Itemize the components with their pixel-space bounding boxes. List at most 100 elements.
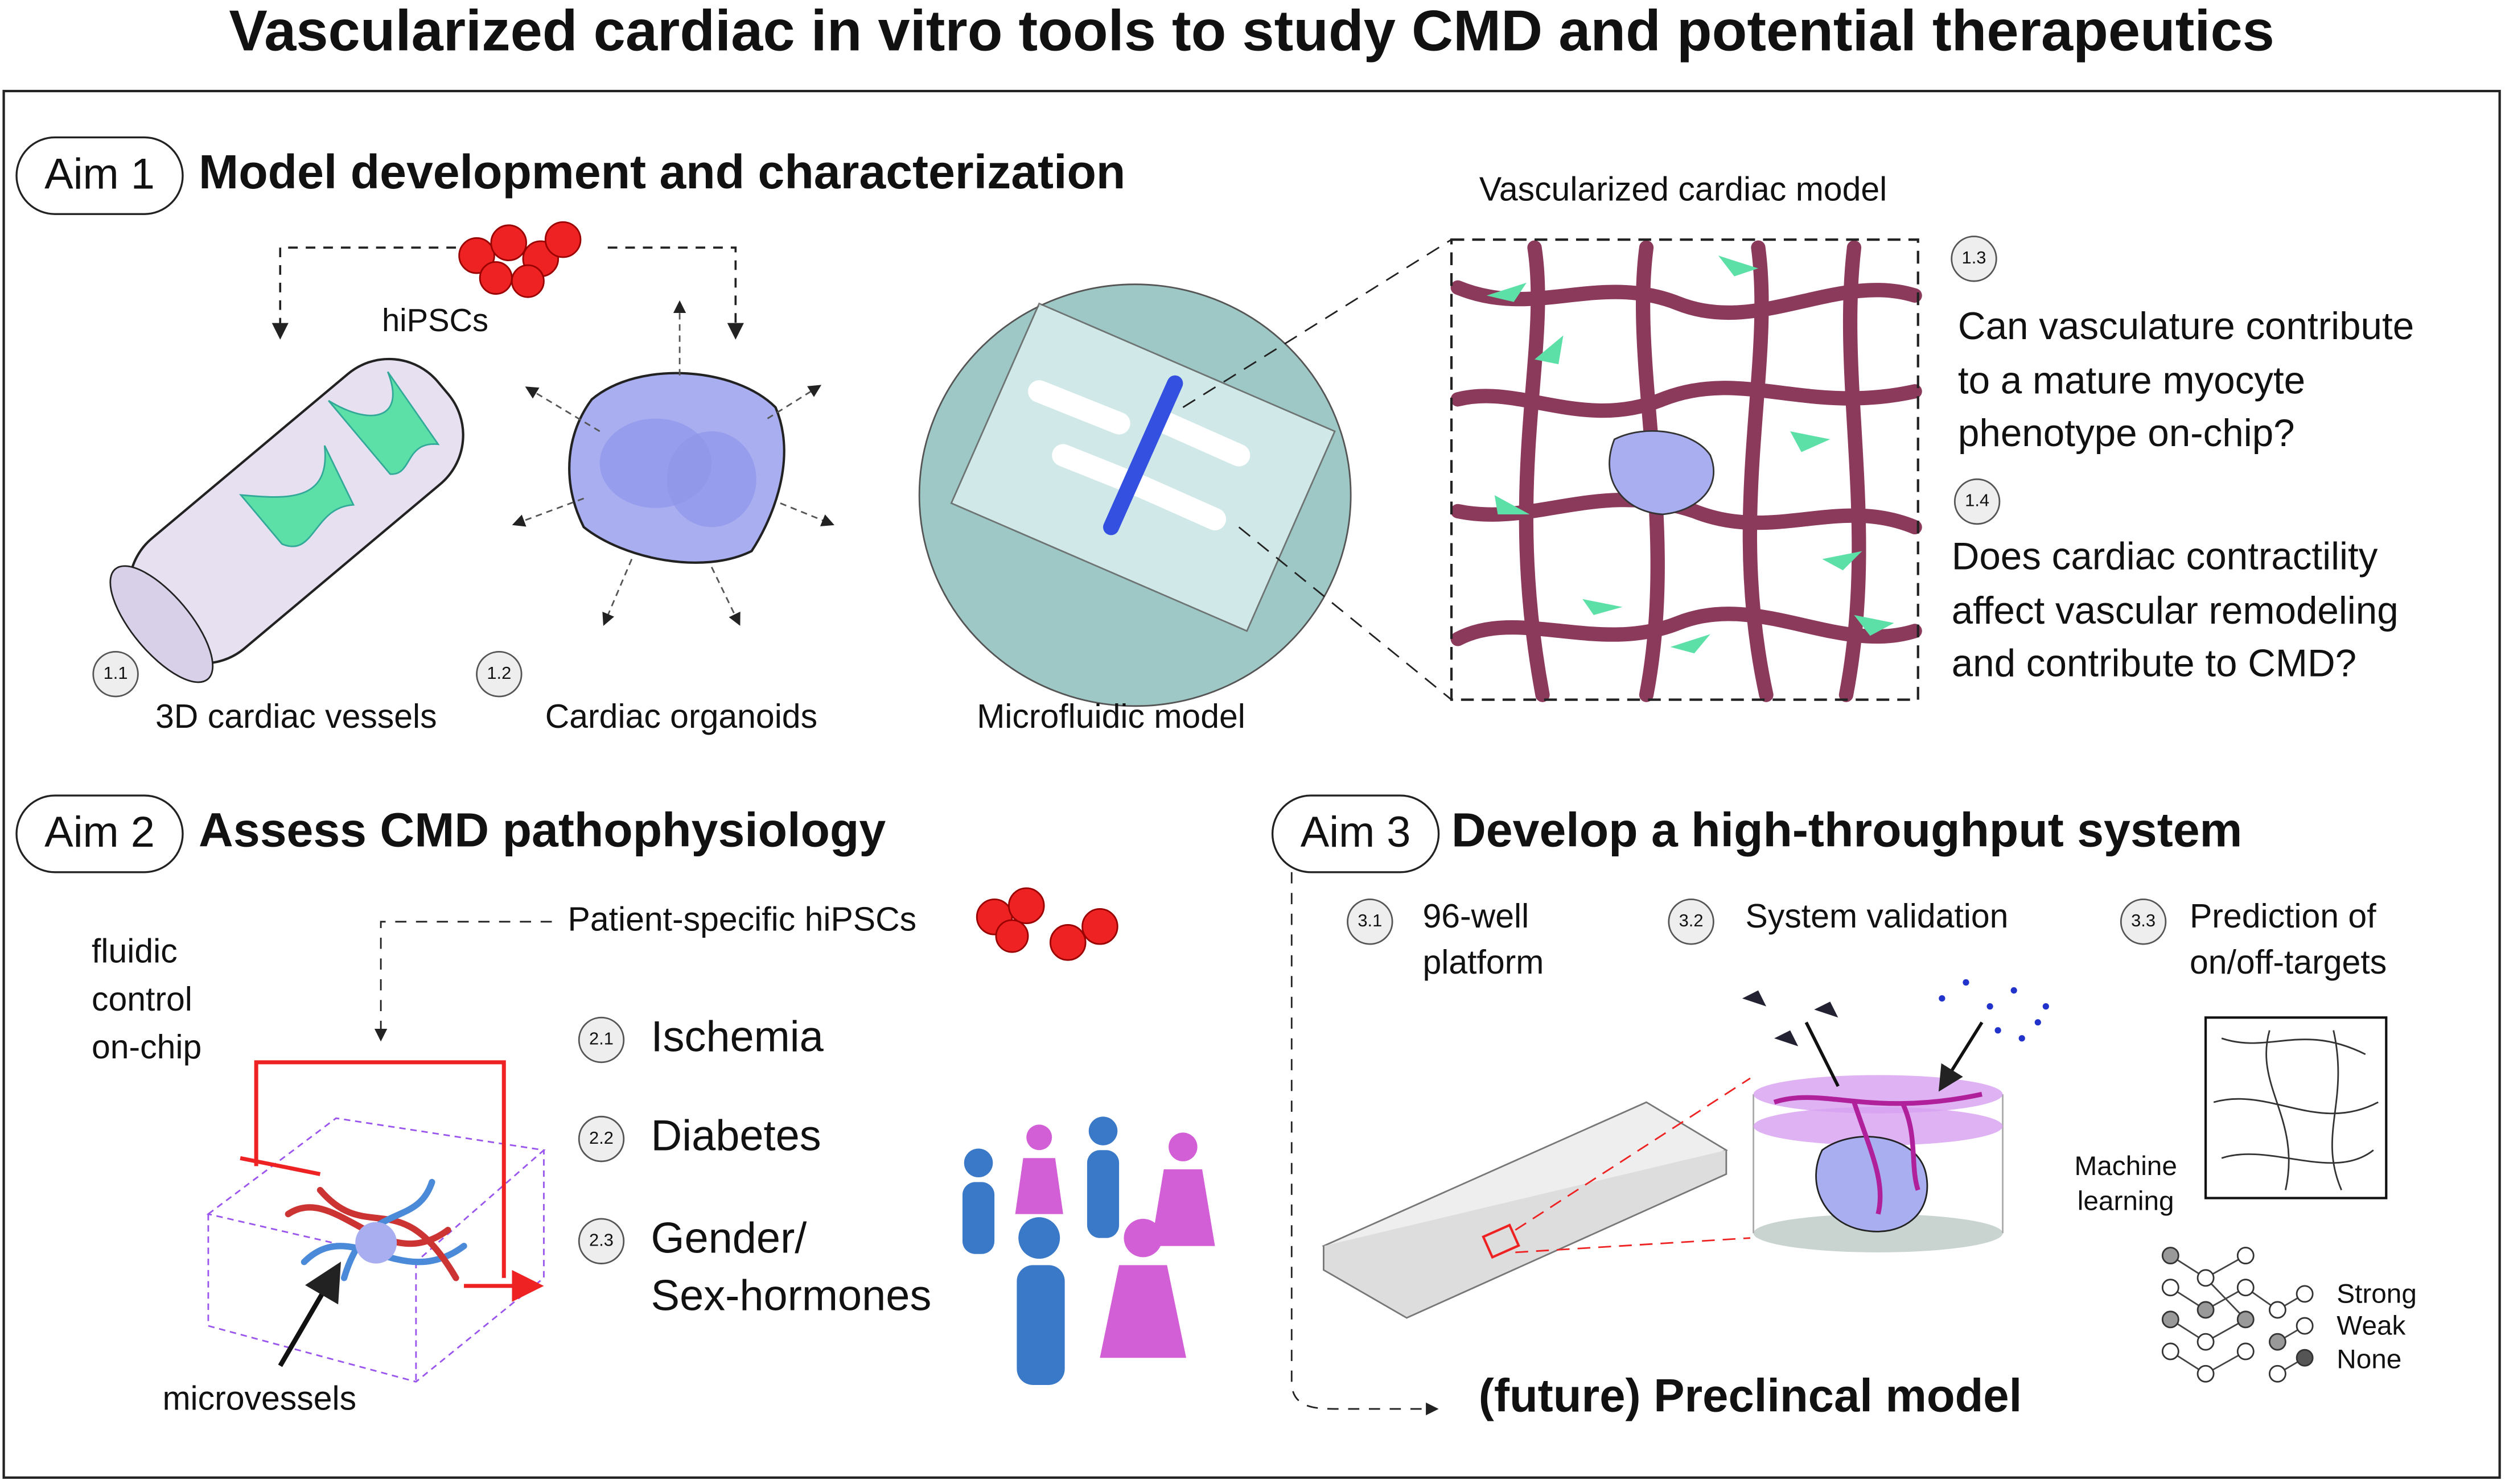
ml-icon-part-part (2161, 1279, 2179, 1297)
badge-label: 1.2 (487, 663, 511, 683)
people-icon-part-part (962, 1182, 995, 1254)
chip-icon-part (240, 1156, 536, 1286)
well-icon-part (1804, 1021, 1984, 1086)
question-line: affect vascular remodeling (1952, 590, 2399, 632)
question-line: Does cardiac contractility (1952, 535, 2378, 578)
ml-icon-part-part (2196, 1333, 2215, 1351)
well-icon-part-part (1742, 990, 1767, 1007)
ml-icon (2161, 1016, 2388, 1383)
vascular-network-part-part (1822, 551, 1862, 571)
cells-icon (976, 887, 1118, 961)
control-line: on-chip (92, 1029, 201, 1066)
legend-label: Weak (2337, 1310, 2405, 1341)
well-icon-part (1939, 979, 2049, 1042)
aim-pill-part (15, 136, 184, 215)
legend-label: None (2337, 1344, 2401, 1374)
badge-label: 2.3 (589, 1230, 614, 1250)
ml-icon-part-part (2236, 1247, 2255, 1264)
vascular-network-part (1450, 240, 1922, 702)
question-line: phenotype on-chip? (1958, 412, 2295, 455)
zoom-line-part (1182, 238, 1452, 409)
well-icon-part-part (1814, 1001, 1838, 1018)
badge-label: 3.2 (1679, 910, 1704, 930)
chip-icon-part (254, 1060, 506, 1278)
people-icon-part-part (1151, 1169, 1215, 1246)
dashed-arrow-part (607, 246, 744, 340)
question-line: and contribute to CMD? (1952, 642, 2356, 685)
cells-icon-part (1007, 887, 1045, 925)
badge: 2.3 (578, 1218, 625, 1264)
badge: 1.1 (92, 650, 139, 698)
vascular-network-part-part (1582, 599, 1623, 615)
item-label: 3D cardiac vessels (155, 698, 437, 735)
condition: Ischemia (651, 1013, 824, 1061)
badge: 3.2 (1668, 898, 1714, 945)
people-icon-part-part (1087, 1150, 1120, 1238)
well-icon-part (1742, 990, 1838, 1046)
title: Vascularized cardiac in vitro tools to s… (229, 0, 2274, 63)
control-line: control (92, 981, 192, 1018)
badge-part (1668, 898, 1714, 945)
people-icon-part-part (1169, 1132, 1198, 1161)
dashed-arrow (1290, 872, 1439, 1416)
ml-line: Machine (2075, 1151, 2177, 1181)
people-icon-part-part (1124, 1218, 1162, 1258)
vascular-network-part (1609, 430, 1714, 516)
badge-label: 1.4 (1965, 490, 1989, 510)
dashed-arrow (272, 246, 744, 340)
badge-part (476, 650, 523, 698)
chip-icon (206, 1060, 546, 1383)
organoid-icon-part (667, 431, 756, 527)
plate-icon-part (1482, 1223, 1520, 1259)
vessel-icon-part (238, 445, 355, 547)
ml-icon-part-part (2196, 1365, 2215, 1383)
ml-icon-part-part (2236, 1310, 2255, 1329)
plate-icon-part (1515, 1077, 1751, 1254)
people-icon-part (962, 1116, 1120, 1385)
badge: 2.1 (578, 1016, 625, 1063)
ml-icon-part-part (2161, 1247, 2179, 1264)
badge-part (1951, 236, 1997, 282)
ml-icon-part-part (2161, 1342, 2179, 1361)
badge-label: 3.3 (2131, 910, 2156, 930)
well-icon-part-part (2042, 1003, 2049, 1010)
future-label: (future) Preclincal model (1479, 1370, 2022, 1422)
people-icon-part-part (964, 1148, 993, 1177)
ml-icon-part-part (2196, 1301, 2215, 1319)
aim-heading: Develop a high-throughput system (1451, 803, 2242, 857)
device-icon (918, 283, 1352, 707)
well-icon-part (1815, 1136, 1928, 1232)
aim-pill (15, 794, 184, 873)
step-line: on/off-targets (2190, 944, 2387, 981)
ml-line: learning (2078, 1186, 2174, 1217)
people-icon-part-part (1026, 1124, 1052, 1151)
well-icon-part-part (2034, 1019, 2041, 1026)
step-line: Prediction of (2190, 898, 2376, 935)
well-icon-part-part (2010, 987, 2017, 994)
badge: 3.1 (1347, 898, 1393, 945)
vascular-network-part-part (1670, 634, 1710, 654)
badge-label: 2.2 (589, 1128, 614, 1148)
ml-icon-part (2213, 1030, 2379, 1191)
vascular-network-part-part (1854, 615, 1894, 636)
ml-icon-part-part (2268, 1333, 2286, 1351)
chip-icon-part (206, 1117, 546, 1383)
ml-icon-part-part (2221, 1037, 2366, 1056)
condition: Diabetes (651, 1112, 821, 1160)
ml-icon-part-part (2213, 1098, 2379, 1115)
vascular-network-part-part (1718, 255, 1759, 277)
aim-label: Aim 2 (44, 808, 155, 856)
people-icon (962, 1116, 1215, 1385)
cells-icon-part (490, 224, 527, 261)
ml-icon-part-part (2236, 1279, 2255, 1297)
badge: 1.4 (1953, 478, 2001, 525)
ml-icon-part-part (2221, 1149, 2374, 1164)
people-icon-part-part (1088, 1116, 1118, 1145)
question-line: Can vasculature contribute (1958, 305, 2414, 348)
badge: 1.2 (476, 650, 523, 698)
vessel-icon-part (109, 565, 214, 683)
aim-pill (15, 136, 184, 215)
vascular-network (1450, 238, 1922, 702)
ml-icon-part (2161, 1247, 2314, 1383)
